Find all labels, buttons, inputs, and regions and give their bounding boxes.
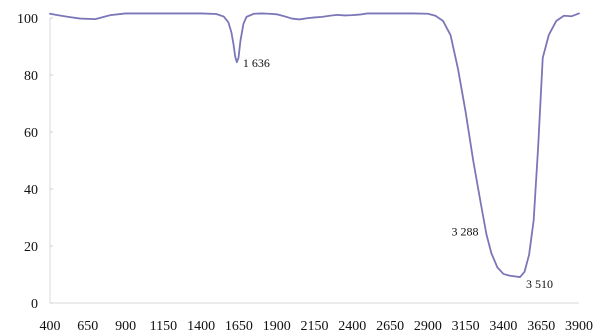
x-tick-label: 1150 <box>150 319 177 334</box>
x-tick-label: 2150 <box>301 319 329 334</box>
x-tick-label: 1650 <box>225 319 253 334</box>
x-tick-label: 650 <box>77 319 98 334</box>
annotations: 1 636 3 288 3 510 <box>243 56 553 291</box>
y-tick-label: 40 <box>24 183 38 198</box>
peak-annotation: 1 636 <box>243 56 270 70</box>
x-tick-label: 900 <box>115 319 136 334</box>
y-tick-label: 20 <box>24 240 38 255</box>
x-tick-labels: 400 650 900 1150 1400 1650 1900 2150 2400 2650 290… <box>40 319 594 334</box>
x-tick-label: 3650 <box>527 319 555 334</box>
y-tick-label: 0 <box>31 297 38 312</box>
x-tick-label: 3400 <box>489 319 517 334</box>
y-tick-label: 80 <box>24 69 38 84</box>
plot-area <box>49 12 580 304</box>
x-tick-label: 2900 <box>414 319 442 334</box>
x-tick-label: 2400 <box>338 319 366 334</box>
y-tick-label: 60 <box>24 126 38 141</box>
x-tick-label: 1900 <box>263 319 291 334</box>
x-tick-label: 3900 <box>565 319 593 334</box>
spectrum-series-line <box>49 12 580 278</box>
y-tick-labels: 0 20 40 60 80 100 <box>17 12 53 312</box>
x-tick-label: 400 <box>40 319 61 334</box>
y-tick-label: 100 <box>17 12 38 27</box>
x-tick-label: 1400 <box>187 319 215 334</box>
peak-annotation: 3 510 <box>526 277 553 291</box>
x-tick-label: 2650 <box>376 319 404 334</box>
peak-annotation: 3 288 <box>452 225 479 239</box>
x-tick-label: 3150 <box>452 319 480 334</box>
